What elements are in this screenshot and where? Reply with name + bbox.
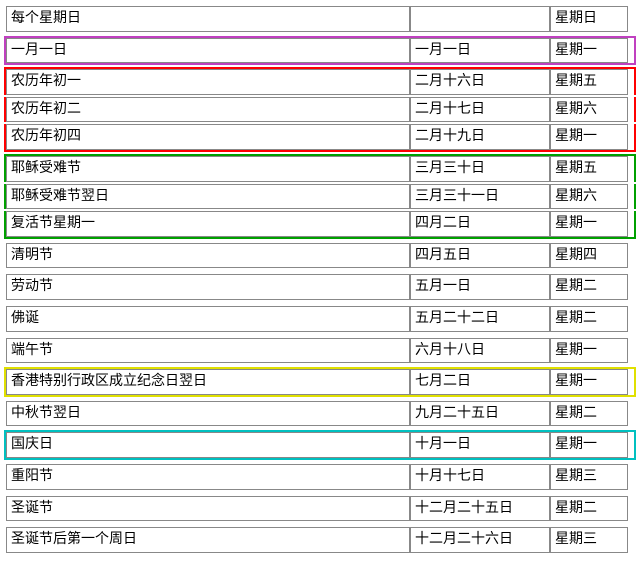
table-row: 重阳节十月十七日星期三 <box>4 462 636 492</box>
table-cell: 星期六 <box>550 184 628 210</box>
table-cell: 星期五 <box>550 69 628 95</box>
table-cell: 星期日 <box>550 6 628 32</box>
table-cell: 星期四 <box>550 243 628 269</box>
table-row: 复活节星期一四月二日星期一 <box>4 211 636 239</box>
table-row: 农历年初四二月十九日星期一 <box>4 124 636 152</box>
table-cell: 二月十六日 <box>410 69 550 95</box>
table-row: 佛诞五月二十二日星期二 <box>4 304 636 334</box>
table-cell: 四月五日 <box>410 243 550 269</box>
table-row: 耶稣受难节三月三十日星期五 <box>4 154 636 182</box>
table-cell: 重阳节 <box>6 464 410 490</box>
table-row: 农历年初一二月十六日星期五 <box>4 67 636 95</box>
table-cell: 星期三 <box>550 527 628 553</box>
table-cell: 农历年初一 <box>6 69 410 95</box>
table-cell: 星期一 <box>550 211 628 237</box>
table-row: 耶稣受难节翌日三月三十一日星期六 <box>4 184 636 210</box>
table-cell: 十月十七日 <box>410 464 550 490</box>
table-cell: 圣诞节后第一个周日 <box>6 527 410 553</box>
table-cell: 耶稣受难节翌日 <box>6 184 410 210</box>
table-cell: 农历年初二 <box>6 97 410 123</box>
table-row: 一月一日一月一日星期一 <box>4 36 636 66</box>
table-cell: 星期二 <box>550 274 628 300</box>
holiday-table: 每个星期日星期日一月一日一月一日星期一农历年初一二月十六日星期五农历年初二二月十… <box>4 4 636 555</box>
table-cell: 二月十九日 <box>410 124 550 150</box>
table-row: 端午节六月十八日星期一 <box>4 336 636 366</box>
table-cell: 星期一 <box>550 369 628 395</box>
table-cell: 一月一日 <box>6 38 410 64</box>
table-row: 清明节四月五日星期四 <box>4 241 636 271</box>
table-cell: 星期一 <box>550 338 628 364</box>
table-cell <box>410 6 550 32</box>
table-cell: 五月二十二日 <box>410 306 550 332</box>
table-cell: 一月一日 <box>410 38 550 64</box>
table-cell: 农历年初四 <box>6 124 410 150</box>
table-row: 每个星期日 星期日 <box>4 4 636 34</box>
table-row: 国庆日十月一日星期一 <box>4 430 636 460</box>
table-cell: 星期一 <box>550 432 628 458</box>
table-row: 圣诞节后第一个周日十二月二十六日星期三 <box>4 525 636 555</box>
table-cell: 端午节 <box>6 338 410 364</box>
table-cell: 六月十八日 <box>410 338 550 364</box>
table-row: 香港特别行政区成立纪念日翌日七月二日星期一 <box>4 367 636 397</box>
table-cell: 星期一 <box>550 38 628 64</box>
table-cell: 星期五 <box>550 156 628 182</box>
table-cell: 星期二 <box>550 401 628 427</box>
table-cell: 星期三 <box>550 464 628 490</box>
table-cell: 七月二日 <box>410 369 550 395</box>
table-cell: 中秋节翌日 <box>6 401 410 427</box>
table-cell: 星期二 <box>550 496 628 522</box>
table-cell: 星期二 <box>550 306 628 332</box>
table-cell: 星期六 <box>550 97 628 123</box>
table-row: 农历年初二二月十七日星期六 <box>4 97 636 123</box>
table-cell: 四月二日 <box>410 211 550 237</box>
table-cell: 复活节星期一 <box>6 211 410 237</box>
table-cell: 十二月二十六日 <box>410 527 550 553</box>
table-cell: 九月二十五日 <box>410 401 550 427</box>
table-cell: 国庆日 <box>6 432 410 458</box>
table-cell: 五月一日 <box>410 274 550 300</box>
table-cell: 三月三十一日 <box>410 184 550 210</box>
table-cell: 十二月二十五日 <box>410 496 550 522</box>
table-row: 圣诞节十二月二十五日星期二 <box>4 494 636 524</box>
table-cell: 佛诞 <box>6 306 410 332</box>
table-cell: 耶稣受难节 <box>6 156 410 182</box>
table-row: 中秋节翌日九月二十五日星期二 <box>4 399 636 429</box>
table-cell: 劳动节 <box>6 274 410 300</box>
table-cell: 香港特别行政区成立纪念日翌日 <box>6 369 410 395</box>
table-cell: 每个星期日 <box>6 6 410 32</box>
table-cell: 圣诞节 <box>6 496 410 522</box>
table-cell: 三月三十日 <box>410 156 550 182</box>
table-cell: 二月十七日 <box>410 97 550 123</box>
table-cell: 清明节 <box>6 243 410 269</box>
table-cell: 星期一 <box>550 124 628 150</box>
table-cell: 十月一日 <box>410 432 550 458</box>
table-row: 劳动节五月一日星期二 <box>4 272 636 302</box>
